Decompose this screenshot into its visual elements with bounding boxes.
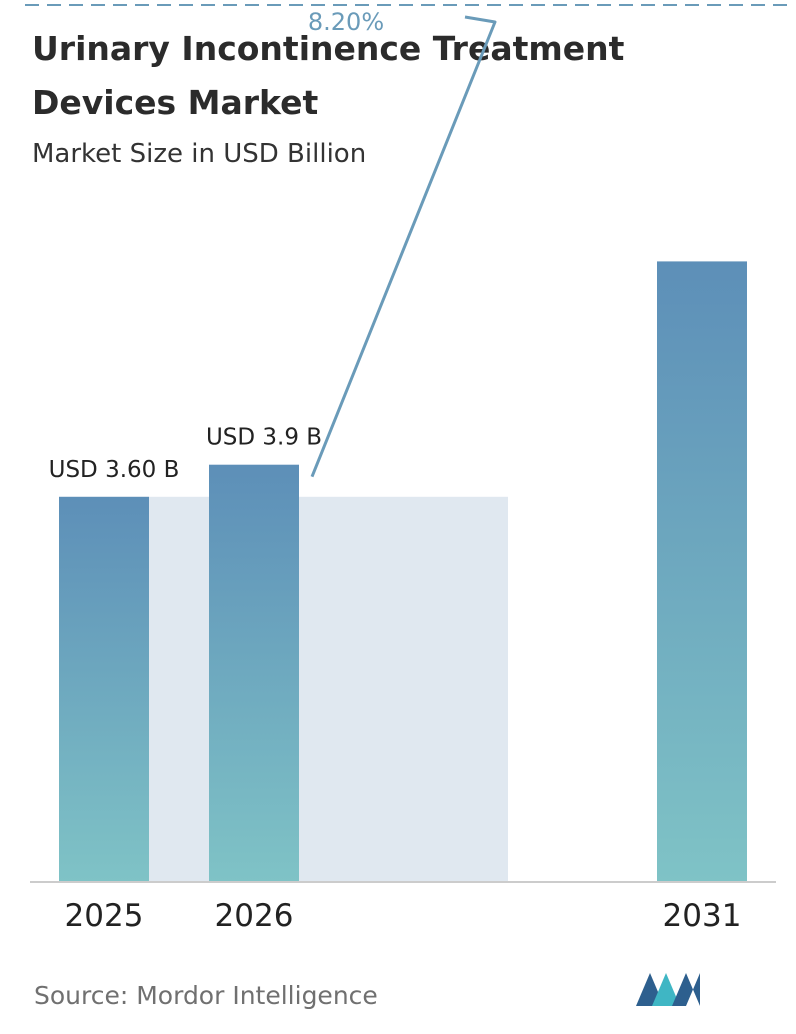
bar-2031 bbox=[657, 261, 747, 882]
logo-mark-right bbox=[672, 973, 700, 1006]
data-label-2026: USD 3.9 B bbox=[206, 425, 322, 451]
source-text: Source: Mordor Intelligence bbox=[34, 981, 378, 1010]
chart-title-line-1: Urinary Incontinence Treatment bbox=[32, 29, 625, 68]
x-tick-2026: 2026 bbox=[215, 898, 294, 934]
cagr-arrow bbox=[310, 15, 497, 478]
x-tick-2031: 2031 bbox=[663, 898, 742, 934]
bar-2025 bbox=[59, 496, 149, 882]
x-tick-2025: 2025 bbox=[65, 898, 144, 934]
chart-title-line-2: Devices Market bbox=[32, 83, 318, 122]
mordor-intelligence-logo bbox=[636, 973, 700, 1006]
cagr-label: 8.20% bbox=[308, 8, 384, 36]
logo-mark-middle bbox=[652, 973, 680, 1006]
bar-2026 bbox=[209, 464, 299, 882]
data-labels: USD 3.60 B USD 3.9 B bbox=[49, 425, 322, 483]
chart-subtitle: Market Size in USD Billion bbox=[32, 139, 366, 169]
x-tick-labels: 2025 2026 2031 bbox=[65, 898, 742, 934]
data-label-2025: USD 3.60 B bbox=[49, 457, 180, 483]
bars bbox=[59, 261, 747, 882]
